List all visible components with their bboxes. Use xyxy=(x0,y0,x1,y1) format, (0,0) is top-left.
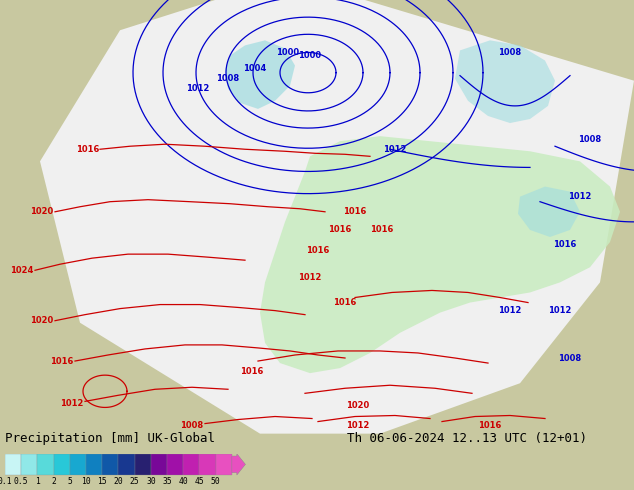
Text: 40: 40 xyxy=(178,476,188,486)
Text: Precipitation [mm] UK-Global: Precipitation [mm] UK-Global xyxy=(5,432,215,445)
Text: Th 06-06-2024 12..13 UTC (12+01): Th 06-06-2024 12..13 UTC (12+01) xyxy=(347,432,588,445)
Text: 1016: 1016 xyxy=(306,245,330,255)
Text: 1008: 1008 xyxy=(181,421,204,430)
Bar xyxy=(102,454,119,475)
Bar xyxy=(119,454,134,475)
Bar xyxy=(54,454,70,475)
Text: 1008: 1008 xyxy=(216,74,240,83)
Text: 1016: 1016 xyxy=(478,421,501,430)
Text: 15: 15 xyxy=(98,476,107,486)
Text: 35: 35 xyxy=(162,476,172,486)
Bar xyxy=(37,454,54,475)
Text: 1008: 1008 xyxy=(498,48,522,57)
Text: 5: 5 xyxy=(67,476,72,486)
Text: 1016: 1016 xyxy=(328,225,352,234)
Text: 1000: 1000 xyxy=(299,51,321,60)
Text: 0.5: 0.5 xyxy=(14,476,29,486)
Text: 50: 50 xyxy=(211,476,221,486)
Text: 1012: 1012 xyxy=(568,192,592,201)
Bar xyxy=(200,454,216,475)
Text: 1016: 1016 xyxy=(76,145,100,154)
Bar xyxy=(216,454,232,475)
Text: 1012: 1012 xyxy=(186,84,210,93)
Text: 1012: 1012 xyxy=(498,306,522,315)
Bar xyxy=(5,454,22,475)
FancyArrow shape xyxy=(232,454,245,475)
Polygon shape xyxy=(455,40,555,123)
Bar xyxy=(183,454,200,475)
Polygon shape xyxy=(260,136,620,373)
Text: 1012: 1012 xyxy=(346,421,370,430)
Text: 1020: 1020 xyxy=(346,401,370,410)
Text: 1016: 1016 xyxy=(344,207,366,216)
Text: 1012: 1012 xyxy=(548,306,572,315)
Text: 2: 2 xyxy=(51,476,56,486)
Text: 30: 30 xyxy=(146,476,156,486)
Text: 1000: 1000 xyxy=(276,48,299,57)
Text: 1: 1 xyxy=(35,476,40,486)
Bar xyxy=(22,454,37,475)
Bar xyxy=(151,454,167,475)
Bar xyxy=(70,454,86,475)
Text: 1016: 1016 xyxy=(50,357,74,366)
Text: 1016: 1016 xyxy=(240,367,264,376)
Text: 10: 10 xyxy=(81,476,91,486)
Polygon shape xyxy=(225,40,295,109)
Text: 1004: 1004 xyxy=(243,64,267,73)
Polygon shape xyxy=(518,187,580,237)
Text: 1012: 1012 xyxy=(299,273,321,282)
Text: 1016: 1016 xyxy=(333,298,357,307)
Bar xyxy=(167,454,183,475)
Text: 1008: 1008 xyxy=(559,353,581,363)
Text: 1016: 1016 xyxy=(553,240,577,248)
Text: 1012: 1012 xyxy=(60,399,84,408)
Text: 1020: 1020 xyxy=(30,316,54,325)
Text: 1008: 1008 xyxy=(578,135,602,144)
Text: 1016: 1016 xyxy=(370,225,394,234)
Text: 20: 20 xyxy=(113,476,124,486)
Text: 1024: 1024 xyxy=(10,266,34,275)
Bar xyxy=(86,454,102,475)
Polygon shape xyxy=(40,0,634,434)
Text: 0.1: 0.1 xyxy=(0,476,13,486)
Text: 45: 45 xyxy=(195,476,204,486)
Text: 1020: 1020 xyxy=(30,207,54,216)
Text: 1012: 1012 xyxy=(384,145,406,154)
Text: 25: 25 xyxy=(130,476,139,486)
Bar xyxy=(134,454,151,475)
